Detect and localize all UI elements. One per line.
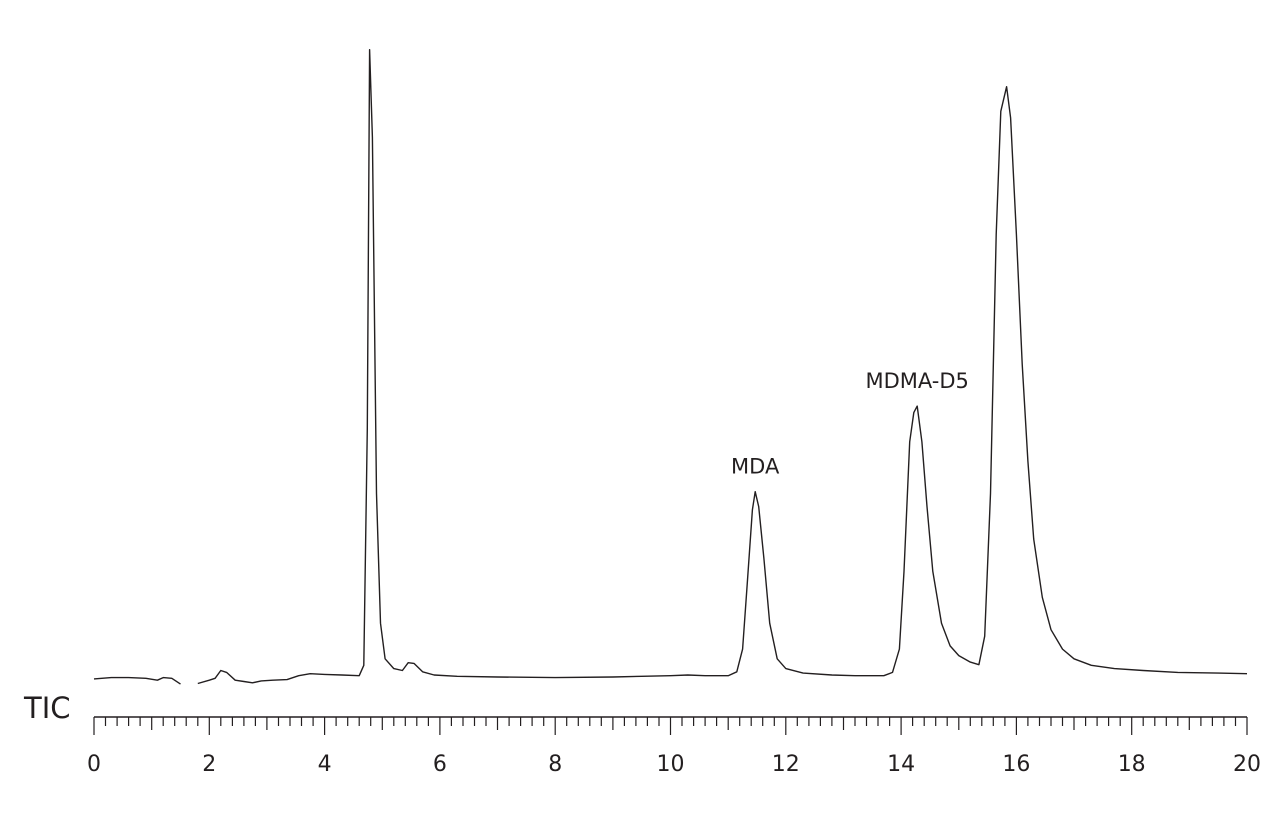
annotation-group: MDA MDMA-D5 — [731, 369, 969, 479]
tic-trace-segment-1 — [93, 676, 181, 685]
tic-trace-segment-2 — [197, 49, 1248, 685]
peak-label-mda: MDA — [731, 455, 780, 479]
trace-group — [93, 49, 1248, 685]
x-tick-label: 10 — [657, 752, 685, 777]
x-tick-label: 18 — [1118, 752, 1146, 777]
x-tick-label: 6 — [433, 752, 447, 777]
x-tick-label: 2 — [202, 752, 216, 777]
x-tick-label: 8 — [548, 752, 562, 777]
peak-label-mdma-d5: MDMA-D5 — [865, 369, 968, 393]
x-tick-label: 16 — [1002, 752, 1030, 777]
x-tick-label: 12 — [772, 752, 800, 777]
x-tick-label: 20 — [1233, 752, 1261, 777]
trace-label: TIC — [23, 691, 71, 725]
x-tick-label: 14 — [887, 752, 915, 777]
x-axis-ticks: 0 2 4 6 8 10 12 14 16 18 20 — [87, 717, 1261, 777]
x-tick-label: 4 — [318, 752, 332, 777]
x-tick-label: 0 — [87, 752, 101, 777]
